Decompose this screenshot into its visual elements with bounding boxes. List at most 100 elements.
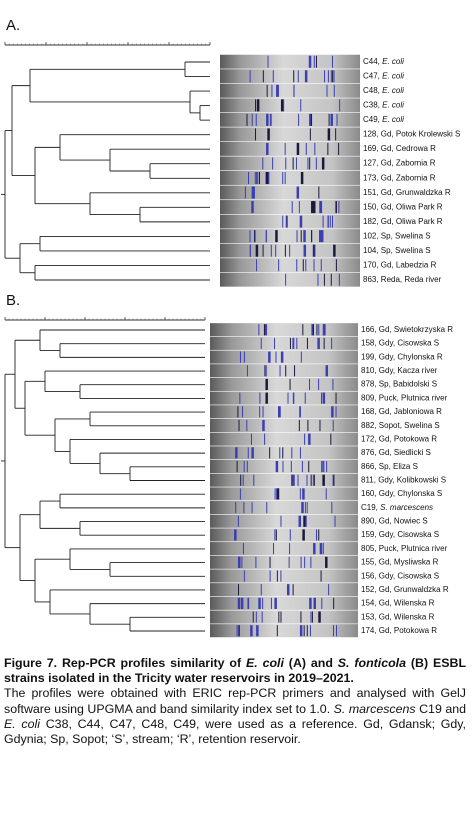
lane-label: 172, Gd, Potokowa R — [361, 435, 437, 444]
lane-label: 160, Gdy, Chylonska S — [361, 489, 442, 498]
lane-label: 811, Gdy, Kolibkowski S — [361, 476, 446, 485]
lane-label-part: 810, Gdy, Kacza river — [361, 366, 438, 375]
lane-label: 182, Gd, Oliwa Park R — [363, 217, 443, 226]
gel-lane — [210, 610, 358, 624]
lane-label: C19, S. marcescens — [361, 503, 433, 512]
lane-label: 174, Gd, Potokowa R — [361, 626, 437, 635]
gel-lane — [210, 364, 358, 378]
caption: Figure 7. Rep-PCR profiles similarity of… — [4, 656, 466, 747]
gel-lane — [210, 323, 358, 337]
lane-label-part: 153, Gd, Wilenska R — [361, 612, 435, 621]
gel-lane — [210, 432, 358, 446]
lane-label-part: 878, Sp, Babidolski S — [361, 380, 437, 389]
gel-lane — [210, 583, 358, 597]
lane-label: 154, Gd, Wilenska R — [361, 599, 435, 608]
lane-label-part: 172, Gd, Potokowa R — [361, 435, 437, 444]
gel-lane — [210, 569, 358, 583]
lane-label: 199, Gdy, Chylonska R — [361, 352, 443, 361]
lane-label: 102, Sp, Swelina S — [363, 232, 431, 241]
lane-label: 127, Gd, Zabornia R — [363, 159, 436, 168]
panel-label: A. — [6, 17, 20, 34]
lane-label-part: 809, Puck, Plutnica river — [361, 394, 448, 403]
lane-label: 170, Gd, Labedzia R — [363, 261, 437, 270]
lane-label: 155, Gd, Mysliwska R — [361, 558, 439, 567]
text: (B) ESBL strains isolated in the Tricity… — [4, 656, 467, 686]
gel-lane — [210, 514, 358, 528]
lane-label: 805, Puck, Plutnica river — [361, 544, 448, 553]
gel-lane — [220, 127, 360, 142]
lane-label-part: 890, Gd, Nowiec S — [361, 517, 428, 526]
lane-label-part: E. coli — [382, 101, 404, 110]
lane-label-part: 150, Gd, Oliwa Park R — [363, 202, 443, 211]
lane-label-part: 151, Gd, Grunwaldzka R — [363, 188, 451, 197]
lane-label-part: 168, Gd, Jabloniowa R — [361, 407, 442, 416]
gel-lane — [220, 229, 360, 244]
lane-label: 158, Gdy, Cisowska S — [361, 339, 439, 348]
text: S. marcescens — [333, 701, 416, 716]
gel-lane — [210, 501, 358, 515]
lane-label-part: C48, — [363, 86, 382, 95]
lane-label-part: 154, Gd, Wilenska R — [361, 599, 435, 608]
lane-label-part: 863, Reda, Reda river — [363, 275, 442, 284]
gel-lane — [210, 624, 358, 638]
lane-label-part: 811, Gdy, Kolibkowski S — [361, 476, 446, 485]
lane-label: 810, Gdy, Kacza river — [361, 366, 438, 375]
lane-label-part: 159, Gdy, Cisowska S — [361, 530, 439, 539]
lane-label: 104, Sp, Swelina S — [363, 246, 431, 255]
lane-label-part: 128, Gd, Potok Krolewski S — [363, 130, 460, 139]
lane-label-part: E. coli — [382, 115, 404, 124]
gel-lane — [220, 214, 360, 229]
lane-label: C49, E. coli — [363, 115, 404, 124]
lane-label-part: 152, Gd, Grunwaldzka R — [361, 585, 449, 594]
lane-label-part: 805, Puck, Plutnica river — [361, 544, 448, 553]
lane-label-part: 160, Gdy, Chylonska S — [361, 489, 442, 498]
lane-label-part: 158, Gdy, Cisowska S — [361, 339, 439, 348]
lane-label-part: 173, Gd, Zabornia R — [363, 173, 436, 182]
lane-label-part: 866, Sp, Eliza S — [361, 462, 418, 471]
lane-label: 882, Sopot, Swelina S — [361, 421, 440, 430]
caption-body: The profiles were obtained with ERIC rep… — [4, 686, 466, 747]
lane-label: 151, Gd, Grunwaldzka R — [363, 188, 451, 197]
lane-label-part: E. coli — [382, 72, 404, 81]
lane-label-part: 199, Gdy, Chylonska R — [361, 352, 443, 361]
lane-label-part: S. marcescens — [380, 503, 433, 512]
lane-label-part: 169, Gd, Cedrowa R — [363, 144, 436, 153]
caption-title: Figure 7. Rep-PCR profiles similarity of… — [4, 656, 466, 686]
text: C38, C44, C47, C48, C49, were used as a … — [4, 716, 466, 747]
lane-label-part: C19, — [361, 503, 380, 512]
lane-label: 173, Gd, Zabornia R — [363, 173, 436, 182]
lane-label-part: C44, — [363, 57, 382, 66]
lane-label-part: 882, Sopot, Swelina S — [361, 421, 440, 430]
lane-label-part: 104, Sp, Swelina S — [363, 246, 431, 255]
lane-label: C44, E. coli — [363, 57, 404, 66]
gel-lane — [210, 596, 358, 610]
lane-label-part: 174, Gd, Potokowa R — [361, 626, 437, 635]
gel-lane — [210, 446, 358, 460]
lane-label: 863, Reda, Reda river — [363, 275, 442, 284]
lane-label-part: 155, Gd, Mysliwska R — [361, 558, 439, 567]
lane-label-part: 156, Gdy, Cisowska S — [361, 571, 439, 580]
text: C19 and — [415, 701, 466, 716]
gel-lane — [210, 555, 358, 569]
text: Figure 7. Rep-PCR profiles similarity of — [4, 656, 246, 670]
lane-label: 169, Gd, Cedrowa R — [363, 144, 436, 153]
lane-label: 866, Sp, Eliza S — [361, 462, 418, 471]
gel-lane — [220, 98, 360, 113]
lane-label: C48, E. coli — [363, 86, 404, 95]
lane-label-part: 170, Gd, Labedzia R — [363, 261, 437, 270]
lane-label: 159, Gdy, Cisowska S — [361, 530, 439, 539]
gel-lane — [210, 473, 358, 487]
lane-label: 150, Gd, Oliwa Park R — [363, 202, 443, 211]
lane-label-part: E. coli — [382, 86, 404, 95]
lane-label-part: 182, Gd, Oliwa Park R — [363, 217, 443, 226]
gel-lane — [210, 405, 358, 419]
lane-label: C38, E. coli — [363, 101, 404, 110]
panel-label: B. — [6, 292, 20, 309]
gel-lane — [220, 69, 360, 84]
lane-label: 809, Puck, Plutnica river — [361, 394, 448, 403]
text: E. coli — [4, 716, 41, 731]
lane-label: 128, Gd, Potok Krolewski S — [363, 130, 460, 139]
gel-lane — [210, 418, 358, 433]
gel-lane — [210, 528, 358, 542]
